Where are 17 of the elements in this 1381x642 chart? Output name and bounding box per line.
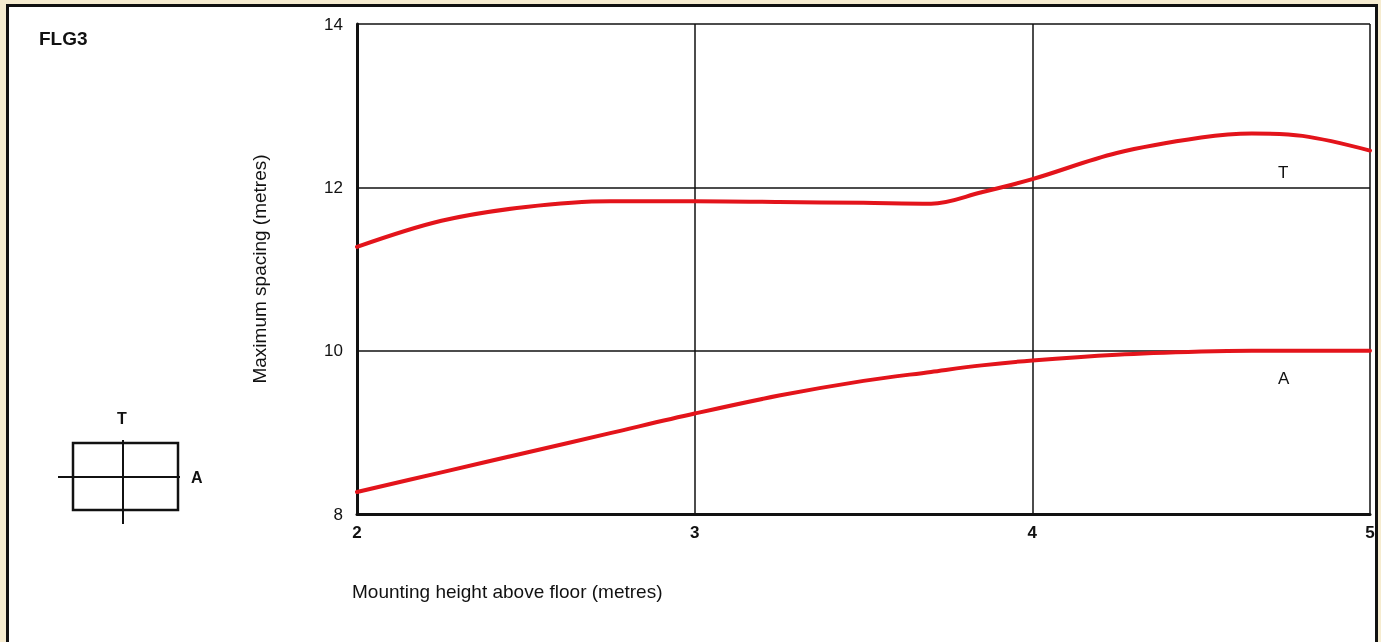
line-series xyxy=(355,348,1372,494)
y-tick-label: 8 xyxy=(333,504,343,524)
x-tick-label: 2 xyxy=(352,523,362,542)
x-axis-title: Mounting height above floor (metres) xyxy=(352,581,663,602)
line-series xyxy=(355,131,1372,249)
x-tick-label: 3 xyxy=(689,523,700,542)
y-tick-label: 14 xyxy=(324,14,343,34)
y-tick-label: 10 xyxy=(324,341,343,361)
series-label: A xyxy=(1278,369,1290,389)
text: FLG3 xyxy=(39,28,88,49)
y-axis-title: Maximum spacing (metres) xyxy=(249,154,270,384)
text: A xyxy=(191,469,203,487)
text: T xyxy=(117,410,127,428)
x-tick-label: 4 xyxy=(1027,523,1038,542)
series-label: T xyxy=(1278,163,1289,183)
x-tick-label: 5 xyxy=(1365,523,1375,542)
y-tick-label: 12 xyxy=(324,177,343,197)
